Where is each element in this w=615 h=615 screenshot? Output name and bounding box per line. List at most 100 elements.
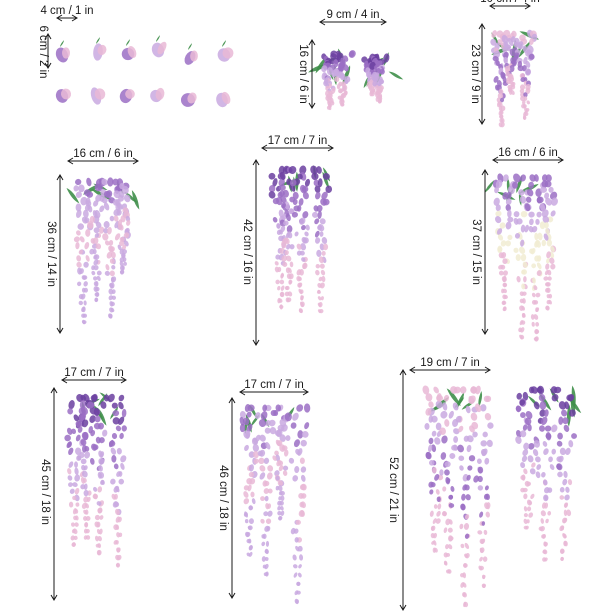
petal-icon — [94, 535, 99, 542]
petal-icon — [513, 173, 521, 183]
petal-icon — [296, 404, 304, 412]
petal-icon — [530, 386, 538, 394]
petal-icon — [75, 209, 82, 218]
petal-icon — [282, 261, 288, 267]
petal-icon — [503, 56, 508, 65]
petal-icon — [343, 64, 349, 72]
petal-icon — [460, 543, 465, 549]
petal-icon — [274, 261, 279, 266]
petal-icon — [564, 494, 570, 501]
arrow-down-icon — [481, 328, 489, 335]
height-dimension-cluster-c: 37 cm / 15 in — [470, 169, 489, 335]
petal-icon — [120, 455, 127, 463]
petal-icon — [448, 494, 454, 500]
petal-icon — [441, 435, 448, 444]
petal-icon — [71, 529, 76, 534]
height-label: 45 cm / 18 in — [39, 459, 51, 525]
petal-icon — [528, 53, 535, 60]
petal-icon — [113, 190, 121, 199]
petal-icon — [515, 436, 522, 444]
petal-icon — [111, 402, 118, 409]
petal-icon — [116, 532, 120, 538]
petal-icon — [483, 529, 488, 536]
petal-icon — [95, 436, 101, 444]
petal-icon — [523, 111, 527, 117]
petal-icon — [221, 91, 231, 105]
petal-icon — [94, 297, 98, 303]
petal-icon — [543, 541, 548, 547]
petal-icon — [248, 518, 254, 525]
loose-petals-icon — [55, 35, 234, 108]
petal-icon — [262, 533, 267, 539]
petal-icon — [545, 432, 552, 441]
petal-icon — [547, 510, 552, 516]
petal-icon — [334, 76, 340, 83]
petal-icon — [243, 491, 249, 498]
petal-icon — [531, 263, 537, 269]
petal-icon — [302, 191, 309, 200]
arrow-left-icon — [489, 2, 496, 10]
petal-icon — [293, 528, 299, 534]
petal-icon — [320, 296, 324, 301]
petal-icon — [301, 236, 308, 244]
petal-icon — [121, 244, 127, 251]
petal-icon — [94, 183, 101, 192]
petal-icon — [252, 443, 259, 452]
petal-icon — [118, 394, 125, 402]
petal-icon — [383, 53, 390, 63]
petal-icon — [550, 263, 556, 270]
petal-icon — [444, 419, 450, 427]
petal-icon — [264, 548, 269, 555]
petal-icon — [292, 198, 298, 206]
petal-icon — [463, 563, 467, 568]
petal-icon — [276, 229, 282, 235]
petal-icon — [300, 466, 307, 473]
petal-icon — [562, 517, 567, 524]
petal-icon — [96, 529, 101, 535]
loose-petal-icon — [216, 91, 231, 108]
petal-icon — [108, 295, 114, 301]
petal-icon — [313, 179, 319, 187]
petal-icon — [115, 562, 121, 568]
petal-icon — [239, 423, 246, 433]
petal-icon — [524, 224, 529, 233]
petal-icon — [563, 502, 568, 508]
petal-icon — [260, 518, 265, 524]
petal-icon — [115, 425, 122, 432]
petal-icon — [539, 186, 548, 193]
petal-icon — [292, 475, 299, 482]
petal-icon — [545, 228, 550, 235]
petal-icon — [556, 440, 563, 447]
petal-icon — [536, 464, 542, 470]
petal-icon — [281, 202, 287, 209]
petal-icon — [523, 468, 528, 475]
petal-icon — [525, 87, 531, 95]
petal-icon — [533, 285, 538, 291]
petal-icon — [94, 88, 106, 100]
petal-icon — [548, 186, 554, 193]
petal-icon — [78, 300, 83, 306]
petal-icon — [285, 231, 291, 239]
petal-icon — [75, 191, 82, 198]
wisteria-cluster-icon — [484, 173, 558, 342]
petal-icon — [257, 450, 264, 457]
petal-icon — [83, 489, 89, 497]
petal-icon — [119, 236, 125, 242]
petal-icon — [535, 471, 541, 479]
width-label: 17 cm / 7 in — [244, 379, 303, 391]
petal-icon — [530, 493, 535, 499]
petal-icon — [466, 474, 471, 481]
petal-icon — [83, 209, 89, 218]
height-dimension-cluster-b: 42 cm / 16 in — [241, 159, 260, 346]
petal-icon — [524, 417, 532, 425]
petal-icon — [544, 222, 549, 229]
petal-icon — [545, 306, 550, 310]
petal-icon — [526, 519, 530, 524]
height-label: 6 cm / 2 in — [37, 25, 49, 78]
petal-icon — [295, 545, 300, 552]
petal-icon — [533, 401, 540, 410]
petal-icon — [509, 64, 515, 73]
petal-icon — [464, 533, 470, 539]
